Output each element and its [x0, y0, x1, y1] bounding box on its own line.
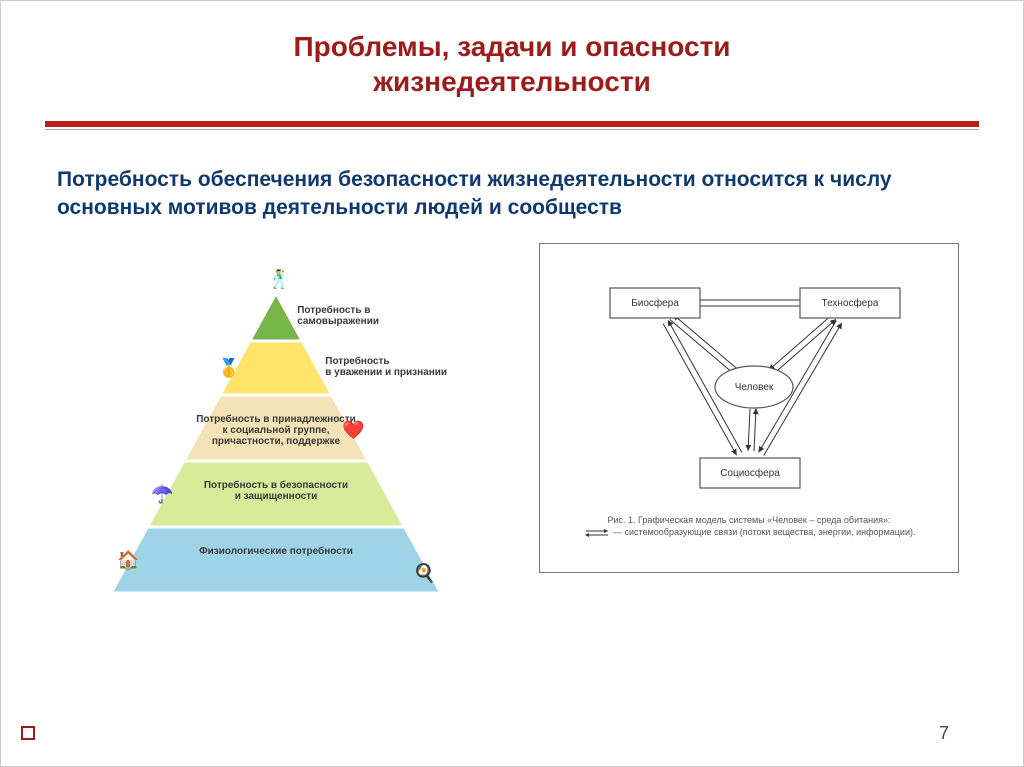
system-scheme: Биосфера Техносфера Человек Социосфера Рис.… [539, 243, 959, 573]
pyramid-tier-label-0: Потребность всамовыражении [297, 305, 447, 327]
slide-title: Проблемы, задачи и опасности жизнедеятел… [1, 1, 1023, 109]
slide-marker-icon [21, 726, 35, 740]
hearts-icon: ❤️ [342, 420, 364, 441]
needs-pyramid: Потребность всамовыражении🕺Потребностьв … [91, 253, 461, 613]
title-line-2: жизнедеятельности [373, 66, 651, 97]
scheme-caption-title: Рис. 1. Графическая модель системы «Чело… [550, 514, 948, 527]
house-icon: 🏠 [117, 550, 139, 571]
node-label-tech: Техносфера [822, 297, 879, 309]
intro-paragraph: Потребность обеспечения безопасности жиз… [1, 130, 1023, 223]
pyramid-tier-label-2: Потребность в принадлежностик социальной… [184, 414, 369, 447]
title-line-1: Проблемы, задачи и опасности [293, 31, 730, 62]
legend-arrow-icon [583, 529, 611, 537]
scheme-caption-legend-text: — системообразующие связи (потоки вещест… [613, 527, 915, 537]
title-rule [45, 121, 979, 127]
coin-icon: 🍳 [413, 563, 435, 584]
scheme-caption-legend: — системообразующие связи (потоки вещест… [550, 526, 948, 539]
scheme-svg: Биосфера Техносфера Человек Социосфера [550, 258, 950, 508]
medal-icon: 🥇 [218, 358, 240, 379]
node-label-human: Человек [735, 382, 774, 393]
edge-bio-human [674, 315, 739, 371]
umbrella-icon: ☂️ [151, 484, 173, 505]
pyramid-tier-label-1: Потребностьв уважении и признании [325, 356, 475, 378]
pyramid-tier-label-3: Потребность в безопасностии защищенности [147, 480, 404, 502]
node-label-bio: Биосфера [631, 297, 679, 309]
content-area: Потребность всамовыражении 🕺 Потребностьв … [1, 223, 1023, 693]
edge-bio-human [670, 319, 735, 375]
edge-tech-human [773, 319, 836, 374]
node-label-socio: Социосфера [720, 467, 780, 479]
scheme-caption: Рис. 1. Графическая модель системы «Чело… [550, 514, 948, 539]
edge-human-socio [748, 409, 750, 451]
pyramid-tier-label-4: Физиологические потребности [111, 546, 441, 557]
edge-tech-human [769, 315, 832, 370]
edge-human-socio [754, 409, 756, 451]
page-number: 7 [939, 723, 949, 744]
dancer-icon: 🕺 [268, 269, 290, 290]
